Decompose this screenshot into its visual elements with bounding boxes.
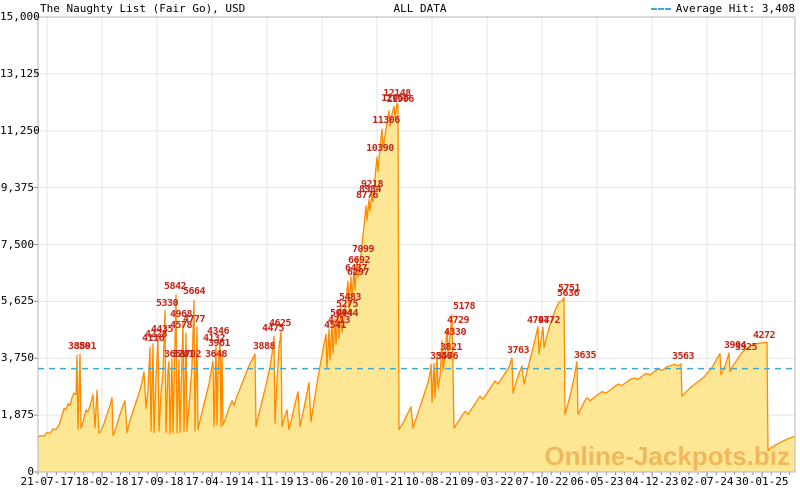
hit-value-label: 3961 (207, 338, 231, 349)
hit-value-label: 4272 (752, 330, 776, 341)
hit-value-label: 3546 (429, 351, 453, 362)
hit-value-label: 6437 (344, 263, 368, 274)
hit-value-label: 5636 (556, 288, 580, 299)
hit-value-label: 5483 (338, 292, 362, 303)
chart-range-label: ALL DATA (393, 2, 447, 15)
x-tick-label: 07-10-22 (515, 475, 569, 488)
hit-value-label: 3821 (439, 342, 463, 353)
average-line-legend-icon (650, 7, 671, 10)
x-tick-label: 09-03-22 (460, 475, 514, 488)
hit-value-label: 4777 (182, 314, 206, 325)
hit-value-label: 11306 (372, 115, 400, 126)
x-tick-label: 10-01-21 (350, 475, 404, 488)
hit-value-label: 6297 (346, 267, 370, 278)
hit-value-label: 4475 (261, 323, 285, 334)
hit-value-label: 4944 (335, 308, 359, 319)
hit-value-label: 3648 (204, 349, 228, 360)
hit-value-label: 3925 (734, 342, 758, 353)
x-tick-label: 13-06-20 (295, 475, 349, 488)
hit-value-label: 4228 (144, 329, 168, 340)
x-tick-label: 02-07-24 (680, 475, 734, 488)
hit-value-label: 5044 (329, 308, 353, 319)
y-tick-label: 7,500 (0, 237, 34, 251)
hit-value-label: 3651 (163, 349, 187, 360)
x-tick-label: 17-09-18 (130, 475, 184, 488)
hit-value-label: 8776 (355, 190, 379, 201)
x-tick-label: 17-04-19 (185, 475, 239, 488)
hit-value-label: 3904 (723, 340, 747, 351)
hit-value-label: 8984 (358, 184, 382, 195)
hit-value-label: 4330 (443, 327, 467, 338)
x-tick-label: 06-05-23 (570, 475, 624, 488)
hit-value-label: 4968 (169, 309, 193, 320)
hit-value-label: 10390 (366, 143, 394, 154)
hit-value-label: 3850 (67, 341, 91, 352)
y-tick-label: 9,375 (0, 180, 34, 194)
chart-title: The Naughty List (Fair Go), USD (40, 2, 246, 15)
hit-value-label: 3702 (178, 349, 202, 360)
y-tick-label: 15,000 (0, 10, 40, 23)
y-tick-label: 13,125 (0, 66, 40, 80)
hit-value-label: 4729 (446, 315, 470, 326)
y-tick-label: 5,625 (0, 294, 34, 308)
hit-value-label: 4541 (323, 320, 347, 331)
hit-value-label: 3635 (573, 350, 597, 361)
hit-value-label: 3563 (671, 351, 695, 362)
hit-value-label: 4116 (141, 333, 165, 344)
plot-border (37, 16, 796, 473)
y-tick-label: 3,750 (0, 351, 34, 365)
hit-value-label: 5330 (155, 298, 179, 309)
hit-value-label: 5751 (557, 283, 581, 294)
x-tick-label: 30-01-25 (735, 475, 789, 488)
hit-value-label: 3576 (435, 351, 459, 362)
hit-value-label: 3763 (506, 345, 530, 356)
hit-value-label: 4346 (206, 326, 230, 337)
hit-value-label: 4772 (537, 315, 561, 326)
legend-average-hit-label: Average Hit: 3,408 (675, 2, 795, 15)
hit-value-label: 5842 (163, 281, 187, 292)
hit-value-label: 4132 (202, 333, 226, 344)
hit-value-label: 5178 (452, 301, 476, 312)
hit-value-label: 3888 (252, 341, 276, 352)
hit-value-label: 7099 (351, 244, 375, 255)
hit-value-label: 12056 (381, 93, 409, 104)
area-series-line (37, 102, 796, 452)
x-tick-label: 04-12-23 (625, 475, 679, 488)
y-tick-label: 0 (27, 465, 34, 478)
hit-value-label: 5275 (335, 299, 359, 310)
hit-value-label: 4713 (327, 315, 351, 326)
hit-value-label: 4794 (526, 315, 550, 326)
hit-value-label: 3741 (171, 349, 195, 360)
hit-value-label: 3891 (73, 341, 97, 352)
x-tick-label: 10-08-21 (405, 475, 459, 488)
hit-value-label: 4625 (268, 318, 292, 329)
hit-value-label: 11906 (386, 94, 414, 105)
x-tick-label: 21-07-17 (20, 475, 74, 488)
hit-value-label: 4435 (150, 324, 174, 335)
legend: Average Hit: 3,408 (650, 2, 795, 15)
y-tick-label: 1,875 (0, 408, 34, 422)
x-tick-label: 14-11-19 (240, 475, 294, 488)
hit-value-label: 6692 (347, 255, 371, 266)
hit-value-label: 9218 (360, 179, 384, 190)
y-tick-label: 11,250 (0, 123, 40, 137)
hit-value-label: 12148 (383, 88, 411, 99)
x-tick-label: 18-02-18 (75, 475, 129, 488)
hit-value-label: 5664 (182, 286, 206, 297)
hit-value-label: 4578 (169, 320, 193, 331)
watermark: Online-Jackpots.biz (544, 441, 790, 471)
